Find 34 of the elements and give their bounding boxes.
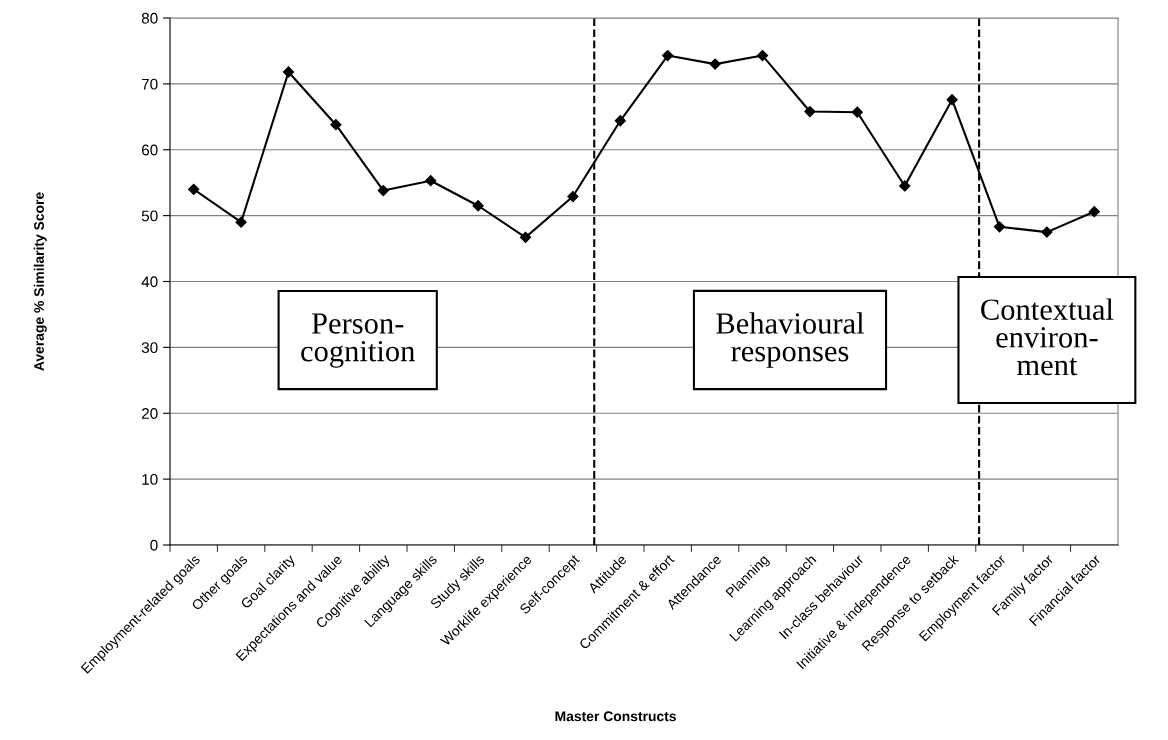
point [614,115,626,127]
point [330,119,342,131]
annotation: Behavioural responses [716,312,865,368]
y-tick-label: 40 [141,276,158,288]
point [1088,206,1100,218]
point [946,94,958,106]
point [662,49,674,62]
point [425,175,437,187]
point [993,221,1006,233]
y-tick-label: 0 [150,539,158,551]
point [756,49,769,62]
y-tick-label: 20 [141,408,158,419]
point [519,231,532,243]
point [188,183,200,195]
point [709,58,721,70]
point [899,180,911,192]
point [472,200,484,212]
x-axis-title: Master Constructs [555,711,676,722]
point [851,106,863,118]
y-tick-label: 80 [141,12,158,24]
y-tick-label: 60 [141,144,158,156]
annotation: Person- cognition [301,313,415,368]
point [377,184,389,197]
y-tick-label: 70 [141,78,158,90]
y-axis-title: Average % Similarity Score [33,192,47,371]
y-tick-label: 30 [141,342,158,354]
point [567,190,579,203]
y-tick-label: 10 [142,473,158,485]
point [235,216,247,228]
annotation: Contextual environ- ment [981,298,1114,376]
y-tick-label: 50 [141,210,158,222]
point [804,105,816,118]
point [1041,226,1053,238]
point [282,66,295,78]
